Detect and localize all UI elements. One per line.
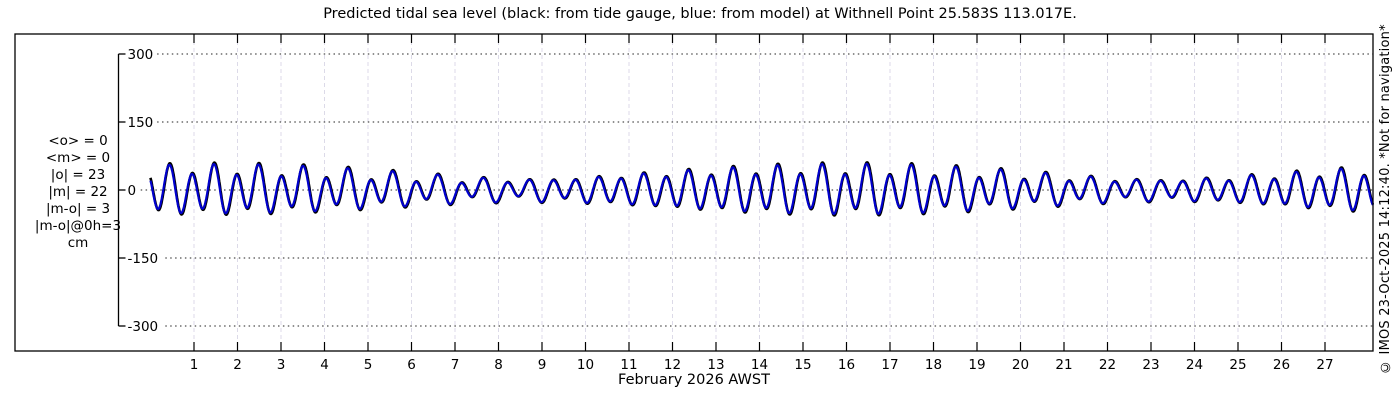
x-tick-label: 18 xyxy=(925,357,942,373)
stat-line: |o| = 23 xyxy=(50,167,106,183)
plot-border xyxy=(14,33,1374,352)
y-tick-label: -150 xyxy=(128,251,159,267)
x-tick-label: 19 xyxy=(968,357,985,373)
tide-curve-observed xyxy=(149,161,1375,217)
y-tick-label: 300 xyxy=(128,47,154,63)
stats-block: <o> = 0 <m> = 0 |o| = 23 |m| = 22 |m-o| = 3 |… xyxy=(22,133,134,252)
x-tick-label: 7 xyxy=(451,357,460,373)
x-tick-label: 6 xyxy=(407,357,416,373)
x-tick-label: 20 xyxy=(1012,357,1029,373)
x-tick-label: 24 xyxy=(1186,357,1203,373)
tide-curve-model xyxy=(149,162,1374,215)
x-tick-label: 16 xyxy=(838,357,855,373)
x-tick-label: 15 xyxy=(794,357,811,373)
chart-title: Predicted tidal sea level (black: from t… xyxy=(323,6,1077,22)
x-tick-label: 11 xyxy=(620,357,637,373)
stat-line: cm xyxy=(67,235,89,251)
stat-line: |m| = 22 xyxy=(48,184,108,200)
x-tick-label: 5 xyxy=(364,357,373,373)
x-tick-label: 26 xyxy=(1273,357,1290,373)
stat-line: <m> = 0 xyxy=(45,150,111,166)
y-tick-label: 0 xyxy=(128,183,137,199)
stat-line: |m-o| = 3 xyxy=(45,201,111,217)
x-tick-label: 9 xyxy=(538,357,547,373)
x-axis-label: February 2026 AWST xyxy=(618,372,770,388)
x-tick-label: 2 xyxy=(233,357,242,373)
x-tick-label: 14 xyxy=(751,357,768,373)
x-tick-label: 1 xyxy=(190,357,199,373)
x-tick-label: 22 xyxy=(1099,357,1116,373)
x-tick-label: 8 xyxy=(494,357,503,373)
x-tick-label: 4 xyxy=(320,357,329,373)
imos-watermark: © IMOS 23-Oct-2025 14:12:40. *Not for na… xyxy=(1378,24,1393,374)
x-tick-label: 23 xyxy=(1142,357,1159,373)
x-tick-label: 13 xyxy=(707,357,724,373)
stat-line: |m-o|@0h=3 xyxy=(34,218,122,234)
x-tick-label: 10 xyxy=(577,357,594,373)
x-tick-label: 17 xyxy=(881,357,898,373)
stat-line: <o> = 0 xyxy=(48,133,108,149)
y-tick-label: 150 xyxy=(128,115,154,131)
x-tick-label: 21 xyxy=(1055,357,1072,373)
x-tick-label: 27 xyxy=(1316,357,1333,373)
x-tick-label: 25 xyxy=(1229,357,1246,373)
x-tick-label: 3 xyxy=(277,357,286,373)
y-tick-label: -300 xyxy=(128,319,159,335)
x-tick-label: 12 xyxy=(664,357,681,373)
